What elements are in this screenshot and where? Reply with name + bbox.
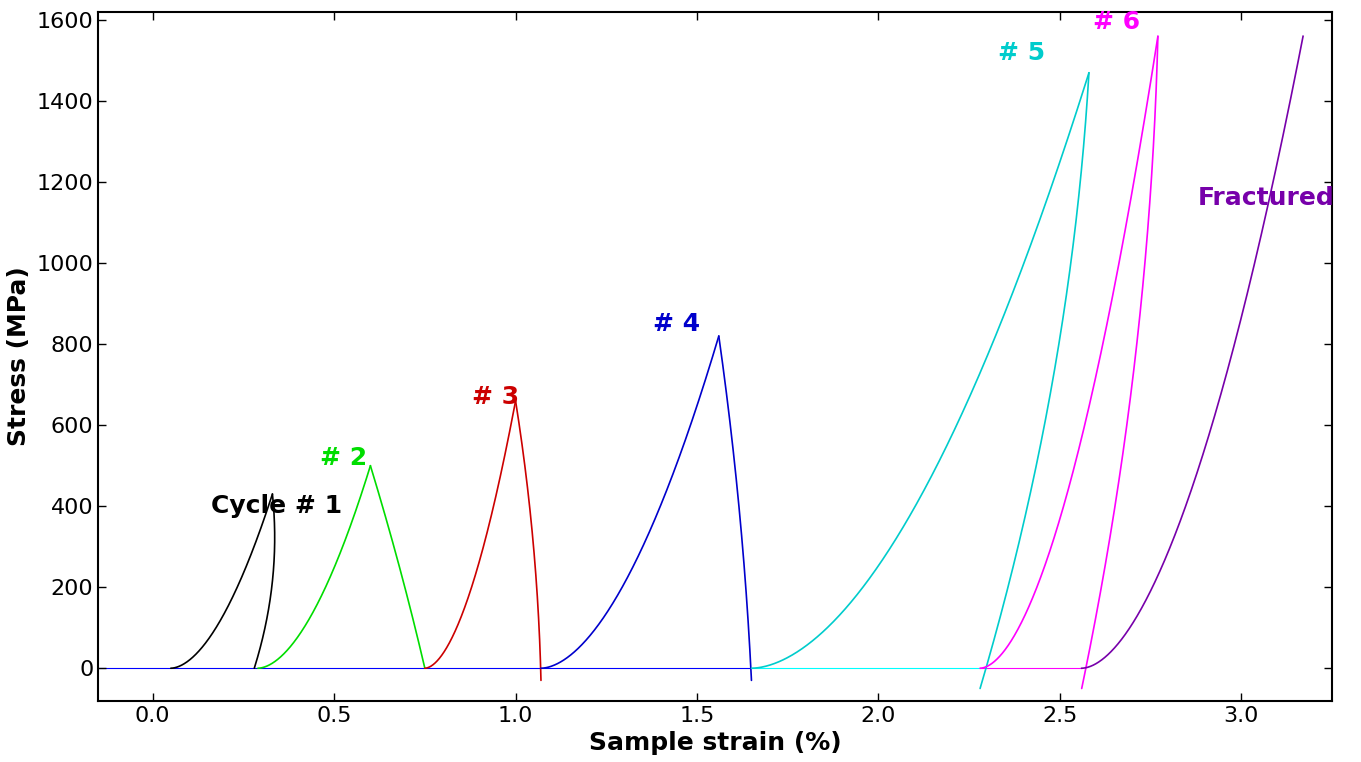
Text: # 4: # 4 [653, 312, 701, 336]
X-axis label: Sample strain (%): Sample strain (%) [589, 731, 841, 755]
Text: Cycle # 1: Cycle # 1 [211, 495, 342, 518]
Text: # 3: # 3 [472, 385, 519, 409]
Text: # 6: # 6 [1093, 10, 1139, 34]
Y-axis label: Stress (MPa): Stress (MPa) [7, 267, 31, 447]
Text: # 5: # 5 [998, 40, 1045, 65]
Text: # 2: # 2 [320, 446, 366, 469]
Text: Fractured: Fractured [1198, 187, 1335, 210]
